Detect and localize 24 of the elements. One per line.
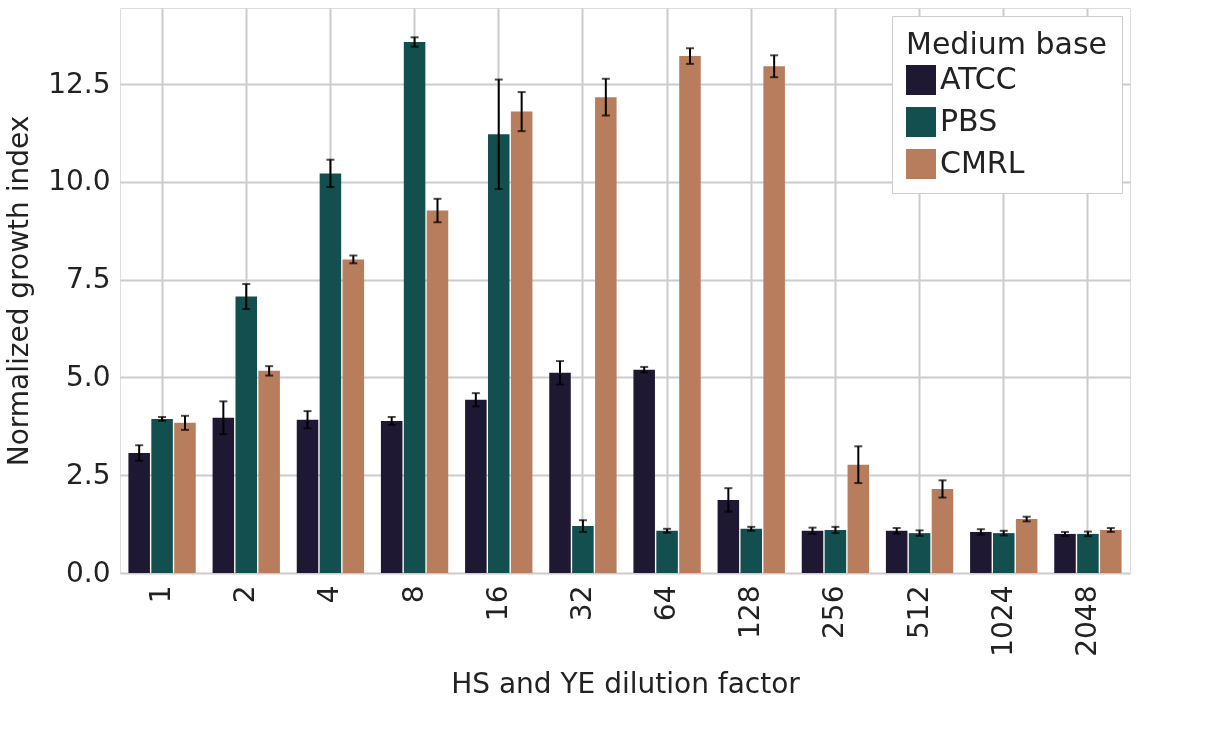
x-tick-label: 64 (649, 585, 683, 622)
x-tick-label: 4 (312, 585, 346, 604)
y-tick-label: 2.5 (65, 457, 111, 491)
y-tick-label: 0.0 (65, 555, 111, 589)
y-tick-label: 10.0 (48, 164, 111, 198)
legend-title: Medium base (906, 26, 1108, 61)
y-tick-label: 7.5 (65, 262, 111, 296)
x-tick-label: 32 (564, 585, 598, 622)
x-tick-label: 8 (396, 585, 430, 604)
y-tick-label: 12.5 (48, 66, 111, 100)
x-tick-label: 2 (228, 585, 262, 604)
x-tick-label: 256 (817, 585, 851, 639)
x-tick-label: 2048 (1069, 585, 1103, 657)
x-tick-label: 16 (480, 585, 514, 622)
x-tick-label: 128 (733, 585, 767, 639)
legend-label: ATCC (940, 61, 1017, 96)
x-axis-title: HS and YE dilution factor (451, 666, 801, 700)
x-tick-label: 512 (901, 585, 935, 639)
x-tick-label: 1024 (985, 585, 1019, 657)
y-axis-title: Normalized growth index (2, 115, 36, 467)
x-tick-label: 1 (144, 585, 178, 604)
legend-label: CMRL (940, 145, 1025, 180)
legend-label: PBS (940, 103, 998, 138)
y-tick-label: 5.0 (65, 360, 111, 393)
